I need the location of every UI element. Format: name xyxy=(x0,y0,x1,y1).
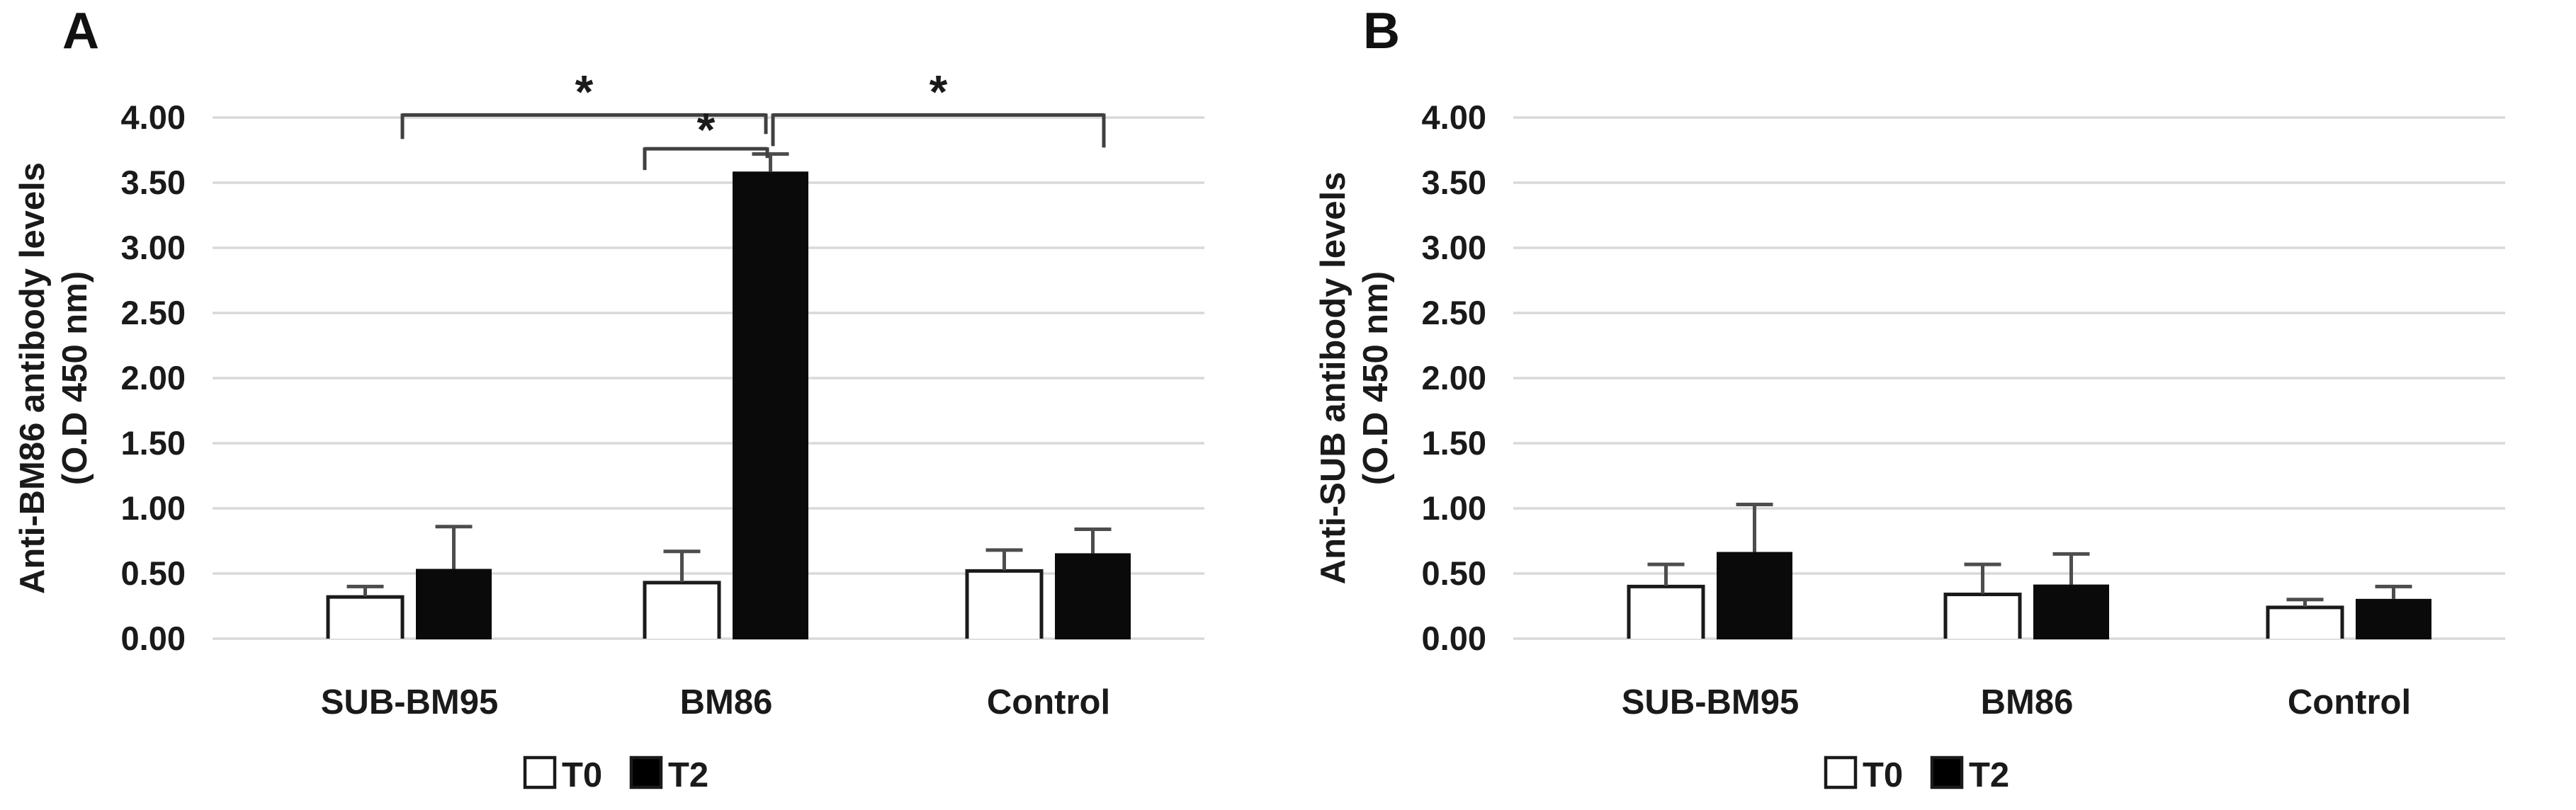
significance-asterisk: * xyxy=(575,65,594,118)
bar-bm86-t2 xyxy=(2033,584,2109,639)
bar-bm86-t0 xyxy=(1943,592,2022,639)
bar-sub-bm95-t2 xyxy=(1717,552,1792,639)
bar-sub-bm95-t0 xyxy=(1627,584,1705,639)
y-tick-label: 2.50 xyxy=(121,294,186,331)
y-tick-label: 0.50 xyxy=(1422,554,1486,592)
legend-swatch-t2 xyxy=(1930,755,1964,789)
panel-a-chart: 0.00 0.50 1.00 1.50 2.00 2.50 3.00 3.50 4.00 Anti… xyxy=(13,65,1204,794)
bar-bm86-t2 xyxy=(733,171,808,639)
bar-bm86-t0 xyxy=(643,581,721,639)
x-category-label: BM86 xyxy=(680,683,773,721)
legend-swatch-t2 xyxy=(629,755,663,789)
x-category-label: Control xyxy=(2288,683,2411,721)
y-tick-label: 4.00 xyxy=(1422,98,1486,136)
bar-control-t2 xyxy=(1055,553,1131,640)
y-tick-label: 2.00 xyxy=(121,359,186,397)
y-tick-label: 4.00 xyxy=(121,98,186,136)
panel-b-chart: 0.00 0.50 1.00 1.50 2.00 2.50 3.00 3.50 4.00 Anti… xyxy=(1314,98,2505,794)
legend-swatch-t0 xyxy=(523,755,557,789)
bar-control-t2 xyxy=(2356,598,2431,639)
y-tick-label: 0.50 xyxy=(121,554,186,592)
legend-swatch-t0 xyxy=(1824,755,1858,789)
y-tick-label: 3.50 xyxy=(121,164,186,201)
x-category-label: Control xyxy=(987,683,1110,721)
y-axis-title-line2: (O.D 450 nm) xyxy=(56,271,94,485)
bar-sub-bm95-t2 xyxy=(416,569,492,639)
x-category-label: SUB-BM95 xyxy=(321,683,498,721)
bar-sub-bm95-t0 xyxy=(326,595,405,639)
y-tick-label: 1.50 xyxy=(1422,424,1486,462)
panel-b-letter: B xyxy=(1363,3,1400,59)
y-tick-label: 2.00 xyxy=(1422,359,1486,397)
x-category-label: SUB-BM95 xyxy=(1622,683,1799,721)
panel-b: B 0.00 0.50 1.00 1.50 2.00 2.50 3.00 3.50 4.00 An… xyxy=(1301,0,2576,810)
panel-a: A 0.00 0.50 1.00 1.50 2.00 2.50 3.00 3.50 4.00 An… xyxy=(0,0,1275,810)
panel-a-letter: A xyxy=(62,3,99,59)
y-tick-label: 3.00 xyxy=(121,229,186,266)
y-tick-label: 0.00 xyxy=(1422,620,1486,657)
bar-control-t0 xyxy=(2266,605,2344,639)
legend-label-t2: T2 xyxy=(668,756,708,794)
y-axis-title-line1: Anti-SUB antibody levels xyxy=(1314,172,1352,585)
y-tick-label: 0.00 xyxy=(121,620,186,657)
legend-label-t2: T2 xyxy=(1969,756,2009,794)
significance-asterisk: * xyxy=(697,103,716,156)
y-tick-label: 1.00 xyxy=(1422,489,1486,527)
legend-label-t0: T0 xyxy=(562,756,602,794)
y-axis-title-line2: (O.D 450 nm) xyxy=(1357,271,1395,485)
y-axis-title-line1: Anti-BM86 antibody levels xyxy=(13,162,52,594)
y-tick-label: 2.50 xyxy=(1422,294,1486,331)
y-tick-label: 1.50 xyxy=(121,424,186,462)
bar-control-t0 xyxy=(965,569,1044,639)
y-tick-label: 3.50 xyxy=(1422,164,1486,201)
legend-label-t0: T0 xyxy=(1863,756,1903,794)
significance-asterisk: * xyxy=(930,65,948,118)
y-tick-label: 1.00 xyxy=(121,489,186,527)
x-category-label: BM86 xyxy=(1981,683,2074,721)
y-tick-label: 3.00 xyxy=(1422,229,1486,266)
